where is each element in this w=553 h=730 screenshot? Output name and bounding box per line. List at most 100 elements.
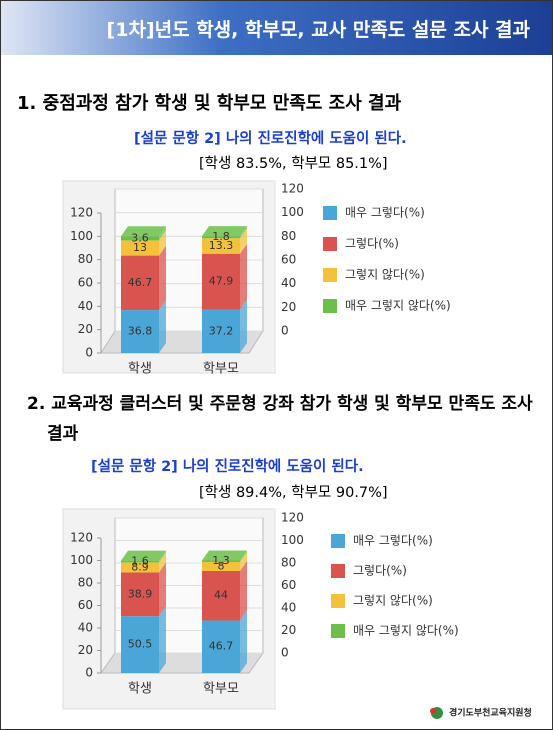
section-subtitle: [설문 문항 2] 나의 진로진학에 도움이 된다. [134, 131, 407, 147]
bar [121, 236, 159, 241]
legend-label: 매우 그렇다(%) [353, 533, 433, 548]
y-tick-label: 100 [70, 553, 93, 567]
x-tick-label: 학부모 [203, 682, 239, 697]
legend-swatch [323, 268, 337, 282]
bar-side [240, 228, 247, 254]
value-label: 8.9 [131, 560, 149, 573]
value-label: 1.8 [212, 230, 230, 243]
y2-tick-label: 60 [281, 253, 296, 267]
y-tick-label: 20 [78, 643, 93, 657]
legend-swatch [323, 206, 337, 220]
value-label: 1.3 [212, 554, 230, 567]
y2-tick-label: 120 [281, 511, 304, 525]
y-tick-label: 60 [78, 276, 93, 290]
bar-side [240, 560, 247, 621]
bar-side [159, 550, 166, 563]
bar-top [202, 550, 247, 561]
bar-side [240, 550, 247, 562]
y2-tick-label: 20 [281, 300, 296, 314]
value-label: 50.5 [128, 638, 153, 651]
y2-tick-label: 100 [281, 205, 304, 219]
bar [202, 236, 240, 239]
bar [202, 620, 240, 673]
legend-label: 그렇다(%) [353, 563, 407, 578]
y2-tick-label: 80 [281, 556, 296, 570]
legend-swatch [331, 594, 345, 608]
value-label: 38.9 [128, 587, 153, 600]
value-label: 36.8 [128, 325, 153, 338]
bar [121, 562, 159, 573]
bar-side [159, 562, 166, 617]
legend-label: 매우 그렇다(%) [345, 205, 425, 220]
bar-side [159, 552, 166, 573]
bar-side [159, 606, 166, 673]
value-label: 13.3 [209, 239, 234, 252]
bar [121, 572, 159, 617]
value-label: 3.6 [131, 231, 149, 244]
y-tick-label: 80 [78, 576, 93, 590]
y-tick-label: 100 [70, 229, 93, 243]
bar [202, 570, 240, 621]
y-tick-label: 40 [78, 621, 93, 635]
bar [121, 616, 159, 673]
bar-side [240, 610, 247, 673]
y2-tick-label: 120 [281, 182, 304, 196]
y-tick-label: 120 [70, 206, 93, 220]
bar-side [240, 243, 247, 310]
bar [202, 560, 240, 562]
y2-tick-label: 0 [281, 646, 289, 660]
header-title: [1차]년도 학생, 학부모, 교사 만족도 설문 조사 결과 [106, 19, 530, 41]
section-title: 2. 교육과정 클러스터 및 주문형 강좌 참가 학생 및 학부모 만족도 조사… [27, 394, 533, 444]
bar [121, 560, 159, 563]
legend-swatch [331, 534, 345, 548]
bar-side [240, 299, 247, 353]
bar-side [159, 300, 166, 353]
value-label: 8 [218, 559, 225, 572]
bar [121, 240, 159, 256]
annotation: [학생 89.4%, 학부모 90.7%] [199, 485, 388, 501]
legend-swatch [331, 564, 345, 578]
y-tick-label: 0 [85, 666, 93, 680]
value-label: 44 [214, 589, 228, 602]
legend-label: 그렇지 않다(%) [345, 267, 425, 282]
bar [202, 253, 240, 310]
logo [430, 708, 436, 714]
bar [202, 309, 240, 353]
legend-swatch [323, 237, 337, 251]
legend-label: 매우 그렇지 않다(%) [345, 298, 451, 313]
value-label: 37.2 [209, 324, 234, 337]
y-tick-label: 0 [85, 346, 93, 360]
legend-label: 그렇다(%) [345, 236, 399, 251]
y2-tick-label: 80 [281, 229, 296, 243]
x-tick-label: 학생 [128, 682, 152, 697]
y-tick-label: 60 [78, 598, 93, 612]
bar-top [121, 550, 166, 561]
bar-side [159, 226, 166, 241]
bar [202, 561, 240, 571]
y-tick-label: 120 [70, 531, 93, 545]
y2-tick-label: 20 [281, 623, 296, 637]
value-label: 1.6 [131, 555, 149, 568]
x-tick-label: 학생 [128, 362, 152, 377]
y2-tick-label: 60 [281, 578, 296, 592]
bar [202, 238, 240, 254]
y2-tick-label: 40 [281, 276, 296, 290]
y-tick-label: 20 [78, 322, 93, 336]
bar-side [159, 230, 166, 256]
bar-top [202, 226, 247, 237]
bar-side [240, 226, 247, 239]
bar [121, 310, 159, 353]
legend-label: 매우 그렇지 않다(%) [353, 623, 459, 638]
value-label: 46.7 [128, 276, 153, 289]
annotation: [학생 83.5%, 학부모 85.1%] [199, 156, 388, 172]
value-label: 47.9 [209, 275, 234, 288]
y2-tick-label: 0 [281, 324, 289, 338]
bar-top [121, 226, 166, 237]
y-tick-label: 40 [78, 299, 93, 313]
y2-tick-label: 40 [281, 601, 296, 615]
bar-side [240, 551, 247, 571]
bar [121, 255, 159, 311]
header-bar: [1차]년도 학생, 학부모, 교사 만족도 설문 조사 결과 [1, 1, 552, 55]
